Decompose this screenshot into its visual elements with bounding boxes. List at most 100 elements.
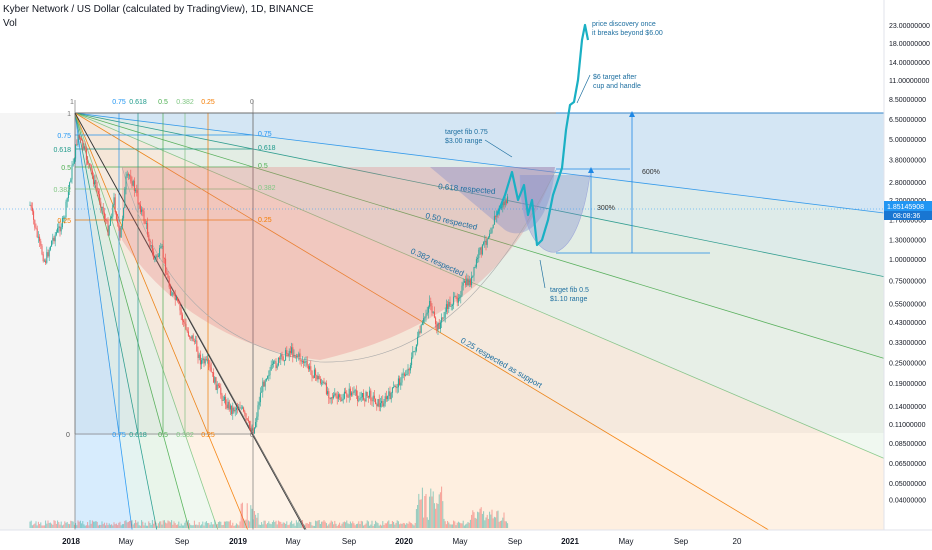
candle-body <box>162 245 164 258</box>
volume-bar <box>493 516 495 528</box>
candle-body <box>462 282 464 286</box>
candle-body <box>213 372 215 383</box>
volume-bar <box>229 520 231 528</box>
candle-body <box>274 361 276 363</box>
volume-bar <box>286 521 288 528</box>
volume-bar <box>389 524 391 528</box>
candle-body <box>244 411 246 414</box>
candle-body <box>300 360 302 362</box>
candle-body <box>427 306 429 313</box>
price-tick-8: 2.80000000 <box>889 180 926 187</box>
volume-bar <box>144 522 146 528</box>
candle-body <box>442 317 444 319</box>
volume-bar <box>297 522 299 528</box>
candle-body <box>281 354 283 357</box>
volume-bar <box>108 523 110 528</box>
candle-body <box>432 311 434 313</box>
volume-bar <box>293 523 295 528</box>
annotation-target05-pointer <box>539 259 546 289</box>
volume-bar <box>183 525 185 528</box>
measure-600-arrowhead <box>629 111 635 117</box>
volume-bar <box>441 486 443 528</box>
volume-bar <box>312 525 314 528</box>
candle-body <box>439 322 441 329</box>
candle-body <box>97 190 99 195</box>
volume-bar <box>454 521 456 528</box>
candle-body <box>132 180 134 186</box>
volume-bar <box>390 524 392 528</box>
candle-body <box>343 391 345 399</box>
candle-body <box>329 398 331 400</box>
price-tick-14: 0.55000000 <box>889 302 926 309</box>
volume-bar <box>287 525 289 528</box>
candle-body <box>261 391 263 393</box>
candle-body <box>204 359 206 364</box>
fib-top-label-3: 0.5 <box>158 99 168 106</box>
candle-body <box>474 266 476 268</box>
candle-body <box>133 180 135 191</box>
time-tick-10: May <box>618 537 633 546</box>
candle-body <box>198 354 200 358</box>
volume-bar <box>382 521 384 528</box>
volume-bar <box>94 521 96 528</box>
volume-bar <box>161 524 163 528</box>
volume-bar <box>239 521 241 528</box>
volume-bar <box>351 523 353 528</box>
volume-bar <box>52 524 54 528</box>
volume-bar <box>67 523 69 528</box>
candle-body <box>444 311 446 318</box>
candle-body <box>325 383 327 395</box>
candle-body <box>486 238 488 245</box>
volume-bar <box>325 523 327 528</box>
volume-bar <box>417 504 419 528</box>
candle-body <box>405 374 407 376</box>
volume-bar <box>153 523 155 528</box>
volume-bar <box>413 525 415 528</box>
volume-bar <box>69 524 71 528</box>
volume-bar <box>35 521 37 528</box>
volume-bar <box>367 521 369 528</box>
volume-bar <box>204 522 206 528</box>
candle-body <box>366 391 368 396</box>
volume-bar <box>177 524 179 528</box>
volume-bar <box>415 509 417 528</box>
volume-bar <box>423 517 425 528</box>
volume-bar <box>43 525 45 528</box>
volume-bar <box>507 523 509 528</box>
candle-body <box>414 350 416 352</box>
volume-bar <box>300 523 302 528</box>
candle-body <box>388 391 390 397</box>
volume-bar <box>372 525 374 528</box>
volume-bar <box>233 525 235 528</box>
volume-bar <box>355 524 357 528</box>
candle-body <box>251 428 253 431</box>
volume-bar <box>124 520 126 528</box>
candle-body <box>75 144 77 159</box>
candle-body <box>253 427 255 434</box>
volume-bar <box>258 524 260 528</box>
candle-body <box>207 359 209 361</box>
candle-body <box>450 306 452 307</box>
volume-bar <box>180 523 182 528</box>
candle-body <box>339 394 341 398</box>
volume-bar <box>141 520 143 528</box>
candle-body <box>280 354 282 360</box>
volume-bar <box>295 520 297 528</box>
volume-bar <box>366 520 368 528</box>
volume-bar <box>279 521 281 528</box>
volume-bar <box>294 525 296 528</box>
range-box <box>75 113 884 433</box>
volume-bar <box>427 519 429 528</box>
candle-body <box>357 395 359 401</box>
candle-body <box>148 234 150 241</box>
candle-body <box>139 204 141 213</box>
countdown-value: 08:08:36 <box>893 213 920 220</box>
candle-body <box>307 365 309 370</box>
candle-body <box>226 404 228 409</box>
volume-bar <box>215 524 217 528</box>
candle-body <box>159 248 161 257</box>
volume-bar <box>361 521 363 528</box>
volume-bar <box>214 520 216 528</box>
candle-body <box>413 351 415 352</box>
